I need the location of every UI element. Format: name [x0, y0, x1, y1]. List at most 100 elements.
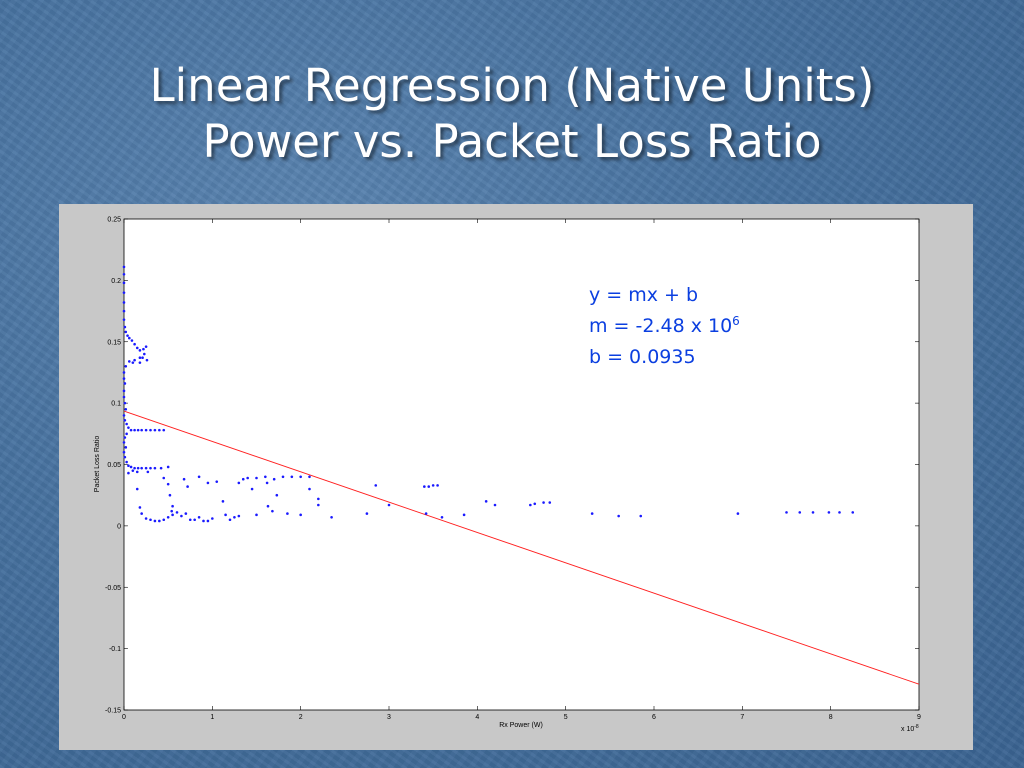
data-point: [124, 330, 128, 334]
data-point: [317, 503, 320, 507]
x-tick-label: 2: [299, 714, 303, 721]
data-point: [123, 382, 127, 385]
data-point: [122, 309, 126, 313]
data-point: [153, 466, 157, 470]
data-point: [122, 301, 126, 304]
x-tick-label: 7: [740, 714, 744, 721]
data-point: [237, 514, 241, 518]
data-point: [436, 484, 439, 487]
data-point: [299, 513, 302, 517]
data-point: [144, 466, 148, 470]
data-point: [266, 504, 270, 508]
data-point: [170, 509, 173, 513]
data-point: [122, 389, 126, 393]
data-point: [233, 515, 236, 519]
data-point: [122, 265, 126, 269]
data-point: [145, 358, 149, 362]
y-tick-label: 0.2: [111, 278, 121, 285]
data-point: [124, 365, 128, 368]
data-point: [124, 446, 128, 449]
data-point: [168, 493, 172, 497]
data-point: [153, 428, 157, 432]
data-point: [308, 475, 311, 479]
data-point: [127, 464, 130, 468]
data-point: [166, 465, 170, 469]
x-tick-label: 8: [829, 714, 833, 721]
data-point: [123, 455, 127, 459]
data-point: [123, 436, 127, 439]
data-point: [221, 500, 225, 503]
data-point: [144, 428, 148, 432]
data-point: [193, 518, 196, 522]
annotation-line-1: y = mx + b: [589, 284, 698, 306]
data-point: [542, 501, 545, 504]
data-point: [122, 371, 126, 374]
data-point: [736, 512, 740, 515]
data-point: [184, 512, 188, 515]
y-tick-label: -0.15: [105, 708, 121, 715]
data-point: [131, 361, 135, 364]
y-tick-label: -0.1: [109, 646, 121, 653]
data-point: [811, 511, 815, 514]
data-point: [122, 272, 126, 276]
data-point: [138, 356, 142, 360]
data-point: [275, 493, 279, 497]
title-line-1: Linear Regression (Native Units): [149, 59, 875, 112]
data-point: [129, 428, 133, 432]
data-point: [140, 512, 143, 515]
data-point: [138, 361, 142, 364]
data-point: [493, 503, 497, 507]
data-point: [133, 358, 136, 362]
data-point: [281, 475, 285, 479]
annotation-line-3: b = 0.0935: [589, 346, 696, 368]
data-point: [128, 360, 131, 363]
data-point: [122, 318, 126, 321]
x-tick-label: 1: [210, 714, 214, 721]
data-point: [639, 514, 643, 518]
data-point: [431, 484, 435, 487]
y-tick-label: 0.1: [111, 401, 121, 408]
data-point: [166, 515, 170, 519]
data-point: [188, 518, 192, 522]
data-point: [128, 336, 131, 340]
data-point: [427, 485, 431, 488]
data-point: [125, 432, 128, 436]
data-point: [590, 512, 594, 515]
data-point: [197, 475, 201, 479]
data-point: [462, 513, 466, 517]
x-exponent-power: -8: [914, 724, 919, 730]
data-point: [142, 347, 145, 351]
data-point: [224, 513, 227, 517]
data-point: [125, 460, 128, 464]
annotation-line-2-sup: 6: [732, 314, 740, 328]
regression-line: [123, 410, 920, 685]
data-point: [133, 466, 136, 470]
data-point: [206, 519, 210, 523]
data-point: [141, 356, 144, 360]
data-point: [228, 518, 232, 522]
x-tick-label: 6: [652, 714, 656, 721]
data-point: [122, 281, 126, 285]
data-point: [182, 477, 186, 481]
data-point: [851, 511, 855, 514]
x-tick-label: 5: [564, 714, 568, 721]
data-point: [140, 428, 143, 432]
data-point: [153, 519, 157, 523]
data-point: [138, 349, 142, 352]
data-point: [286, 512, 289, 515]
x-tick-label: 9: [917, 714, 921, 721]
data-point: [202, 519, 205, 523]
data-point: [144, 345, 148, 348]
data-point: [264, 475, 267, 479]
data-point: [126, 334, 129, 337]
data-point: [122, 414, 126, 417]
annotation-line-2-base: m = -2.48 x 10: [589, 315, 732, 337]
y-tick-label: 0.25: [107, 217, 121, 224]
data-point: [440, 515, 444, 519]
data-point: [186, 485, 189, 488]
data-point: [135, 346, 139, 350]
data-point: [290, 475, 294, 479]
data-point: [144, 517, 148, 520]
data-point: [250, 487, 254, 491]
data-point: [125, 422, 128, 426]
